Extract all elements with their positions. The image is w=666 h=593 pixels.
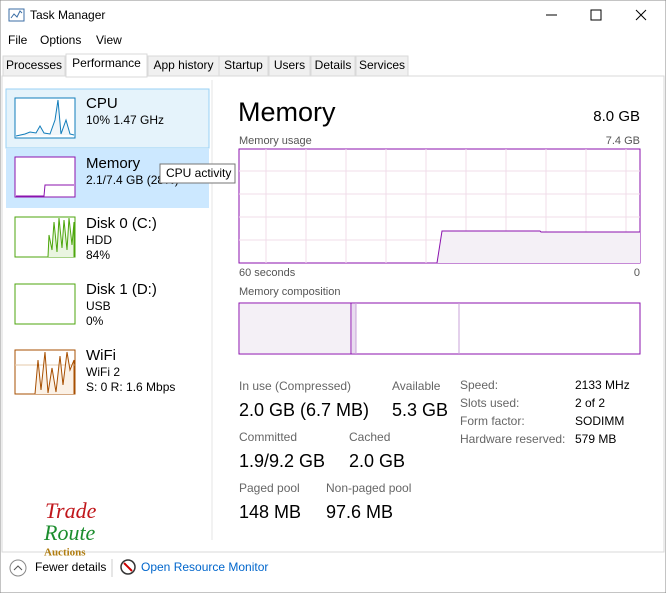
logo-line: Auctions — [44, 547, 86, 559]
fewer-icon[interactable] — [9, 559, 27, 577]
menu-item[interactable]: View — [96, 33, 122, 47]
wifi-mini-graph — [14, 349, 76, 395]
stat-label: Cached — [349, 430, 390, 444]
monitor-icon — [120, 559, 136, 575]
fewer-details[interactable]: Fewer details — [35, 560, 106, 574]
stat-value: 5.3 GB — [392, 400, 448, 420]
logo-line: Trade — [45, 498, 97, 523]
stat-label: Non-paged pool — [326, 481, 411, 495]
title-icon — [8, 8, 25, 22]
tooltip-box — [159, 163, 236, 184]
detail-value: 2133 MHz — [575, 378, 630, 392]
detail-label: Form factor: — [460, 414, 525, 428]
stat-label: Available — [392, 379, 441, 393]
tab-strip — [2, 55, 409, 77]
sidebar-title[interactable]: Disk 0 (C:) — [86, 215, 157, 232]
disk1-mini-graph — [14, 283, 76, 325]
detail-value: 2 of 2 — [575, 396, 605, 410]
tooltip: CPU activity — [166, 166, 231, 180]
time-right: 0 — [634, 267, 640, 279]
stat-value: 2.0 GB — [349, 451, 405, 471]
close-button[interactable] — [635, 9, 647, 21]
memory-composition-bar — [238, 302, 641, 355]
tab-label[interactable]: Performance — [72, 56, 141, 70]
memory-mini-graph — [14, 156, 76, 198]
tab-label[interactable]: Details — [315, 58, 352, 72]
memory-usage-graph — [238, 148, 641, 264]
tab-label[interactable]: Services — [359, 58, 405, 72]
logo-line: Route — [43, 520, 96, 545]
stat-value: 1.9/9.2 GB — [239, 451, 325, 471]
usage-label: Memory usage — [239, 135, 312, 147]
tab-label[interactable]: App history — [153, 58, 213, 72]
stat-value: 148 MB — [239, 502, 301, 522]
detail-label: Slots used: — [460, 396, 519, 410]
sidebar-title[interactable]: CPU — [86, 95, 118, 112]
detail-label: Speed: — [460, 378, 498, 392]
detail-value: SODIMM — [575, 414, 624, 428]
memory-total: 8.0 GB — [593, 108, 640, 125]
stat-value: 2.0 GB (6.7 MB) — [239, 400, 369, 420]
sidebar-title[interactable]: WiFi — [86, 347, 116, 364]
sidebar-detail: USB — [86, 299, 111, 313]
maximize-button[interactable] — [590, 9, 602, 21]
usage-max: 7.4 GB — [606, 135, 640, 147]
stat-label: Committed — [239, 430, 297, 444]
disk0-mini-graph — [14, 216, 76, 258]
detail-value: 579 MB — [575, 432, 616, 446]
sidebar-title[interactable]: Memory — [86, 155, 141, 172]
cpu-mini-graph — [14, 97, 76, 139]
time-left: 60 seconds — [239, 267, 296, 279]
sidebar-detail: 0% — [86, 314, 104, 328]
sidebar-detail: WiFi 2 — [86, 365, 120, 379]
tab-selected — [65, 53, 148, 78]
sidebar-detail: S: 0 R: 1.6 Mbps — [86, 380, 175, 394]
composition-label: Memory composition — [239, 286, 340, 298]
sidebar-detail: 10% 1.47 GHz — [86, 113, 164, 127]
menu-item[interactable]: Options — [40, 33, 81, 47]
stat-value: 97.6 MB — [326, 502, 393, 522]
tab-label[interactable]: Users — [274, 58, 305, 72]
sidebar-detail: 2.1/7.4 GB (28%) — [86, 173, 179, 187]
detail-label: Hardware reserved: — [460, 432, 565, 446]
tab-label[interactable]: Processes — [6, 58, 62, 72]
main-title: Memory — [238, 97, 336, 127]
open-resource-monitor[interactable]: Open Resource Monitor — [141, 560, 268, 574]
stat-label: In use (Compressed) — [239, 379, 351, 393]
window-title: Task Manager — [30, 8, 105, 22]
stat-label: Paged pool — [239, 481, 300, 495]
sidebar-detail: 84% — [86, 248, 110, 262]
fewer-chevron — [13, 565, 23, 571]
menu-item[interactable]: File — [8, 33, 28, 47]
tab-label[interactable]: Startup — [224, 58, 263, 72]
sidebar-detail: HDD — [86, 233, 112, 247]
sidebar-title[interactable]: Disk 1 (D:) — [86, 281, 157, 298]
